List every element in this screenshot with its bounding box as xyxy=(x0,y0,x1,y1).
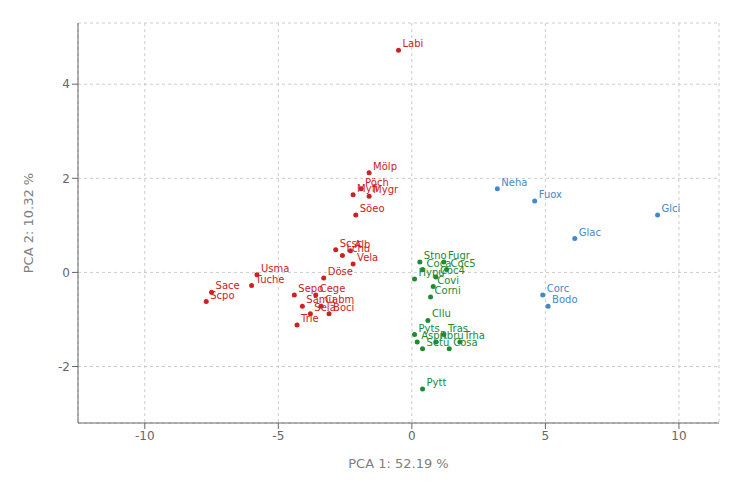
svg-text:5: 5 xyxy=(542,429,550,443)
svg-text:Söeo: Söeo xyxy=(360,203,385,214)
svg-text:Pytt: Pytt xyxy=(427,377,447,388)
svg-text:Cege: Cege xyxy=(320,283,346,294)
svg-text:Mygr: Mygr xyxy=(373,184,399,195)
svg-text:-10: -10 xyxy=(135,429,155,443)
svg-text:Tuche: Tuche xyxy=(255,274,285,285)
svg-text:Vela: Vela xyxy=(357,252,378,263)
svg-text:10: 10 xyxy=(671,429,686,443)
svg-text:PCA 2: 10.32 %: PCA 2: 10.32 % xyxy=(21,173,36,273)
svg-text:Neha: Neha xyxy=(501,177,527,188)
svg-text:Cllu: Cllu xyxy=(432,308,451,319)
svg-text:Glci: Glci xyxy=(662,203,681,214)
svg-text:Usma: Usma xyxy=(261,263,289,274)
svg-text:Fuox: Fuox xyxy=(539,189,562,200)
svg-text:2: 2 xyxy=(62,172,70,186)
svg-text:Scpo: Scpo xyxy=(210,290,234,301)
svg-text:Mölp: Mölp xyxy=(373,161,397,172)
svg-text:Döse: Döse xyxy=(328,266,353,277)
svg-text:0: 0 xyxy=(408,429,416,443)
svg-text:-5: -5 xyxy=(272,429,284,443)
svg-text:4: 4 xyxy=(62,77,70,91)
svg-text:Cosa: Cosa xyxy=(453,337,477,348)
svg-text:Corni: Corni xyxy=(435,285,461,296)
svg-text:Covi: Covi xyxy=(437,275,459,286)
svg-text:Labi: Labi xyxy=(403,38,424,49)
svg-text:-2: -2 xyxy=(58,360,70,374)
svg-text:Setu: Setu xyxy=(427,337,450,348)
svg-text:PCA 1: 52.19 %: PCA 1: 52.19 % xyxy=(348,456,448,471)
svg-text:Boci: Boci xyxy=(333,302,354,313)
svg-text:Trie: Trie xyxy=(300,313,319,324)
svg-text:Corc: Corc xyxy=(547,283,570,294)
svg-text:Bodo: Bodo xyxy=(552,294,577,305)
svg-text:0: 0 xyxy=(62,266,70,280)
svg-text:Glac: Glac xyxy=(579,227,601,238)
